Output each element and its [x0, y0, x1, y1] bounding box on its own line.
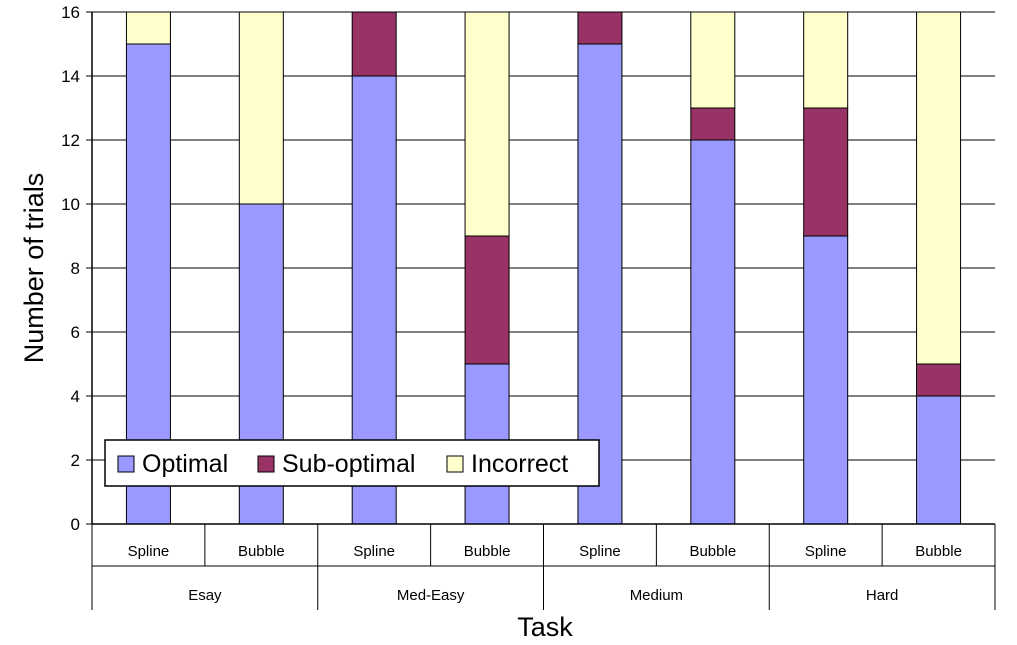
x-category-label: Spline [128, 543, 170, 560]
bar-segment-optimal [690, 139, 736, 525]
x-group-label: Medium [630, 587, 683, 604]
x-category-label: Bubble [464, 543, 511, 560]
legend-label-sub-optimal: Sub-optimal [282, 450, 415, 478]
y-tick-label: 14 [61, 67, 80, 86]
bar-segment-incorrect [464, 11, 510, 237]
y-tick-label: 8 [71, 259, 80, 278]
x-axis-title: Task [517, 612, 573, 642]
bar-segment-incorrect [125, 11, 171, 45]
y-tick-label: 0 [71, 515, 80, 534]
legend: Optimal Sub-optimal Incorrect [104, 439, 600, 487]
bar-segment-sub-optimal [916, 363, 962, 397]
bar-segment-incorrect [916, 11, 962, 365]
legend-label-incorrect: Incorrect [471, 450, 568, 478]
x-category-label: Spline [579, 543, 621, 560]
bar-segment-optimal [916, 395, 962, 525]
x-group-label: Esay [188, 587, 222, 604]
y-tick-labels: 0 2 4 6 8 10 12 14 16 [61, 3, 92, 534]
y-axis-title: Number of trials [19, 173, 49, 364]
bar-segment-incorrect [690, 11, 736, 109]
bar-segment-sub-optimal [803, 107, 849, 237]
x-group-label: Med-Easy [397, 587, 465, 604]
x-category-label: Bubble [689, 543, 736, 560]
legend-label-optimal: Optimal [142, 450, 228, 478]
y-tick-label: 2 [71, 451, 80, 470]
x-category-label: Bubble [238, 543, 285, 560]
x-category-label: Spline [805, 543, 847, 560]
gridlines [92, 11, 995, 461]
bar-segment-optimal [803, 235, 849, 525]
y-tick-label: 16 [61, 3, 80, 22]
legend-swatch-sub-optimal [257, 455, 275, 473]
bar-segment-incorrect [803, 11, 849, 109]
bar-segment-incorrect [238, 11, 284, 205]
bar-segment-sub-optimal [464, 235, 510, 365]
x-tick-labels: Spline Bubble Spline Bubble Spline Bubble Spli… [91, 524, 996, 610]
bar-segment-sub-optimal [351, 11, 397, 77]
y-tick-label: 4 [71, 387, 80, 406]
bar-segment-sub-optimal [577, 11, 623, 45]
y-tick-label: 6 [71, 323, 80, 342]
x-group-label: Hard [866, 587, 899, 604]
legend-swatch-incorrect [446, 455, 464, 473]
x-category-label: Spline [353, 543, 395, 560]
legend-swatch-optimal [117, 455, 135, 473]
y-tick-label: 12 [61, 131, 80, 150]
x-category-label: Bubble [915, 543, 962, 560]
bar-segment-sub-optimal [690, 107, 736, 141]
legend-box [104, 439, 600, 487]
y-tick-label: 10 [61, 195, 80, 214]
